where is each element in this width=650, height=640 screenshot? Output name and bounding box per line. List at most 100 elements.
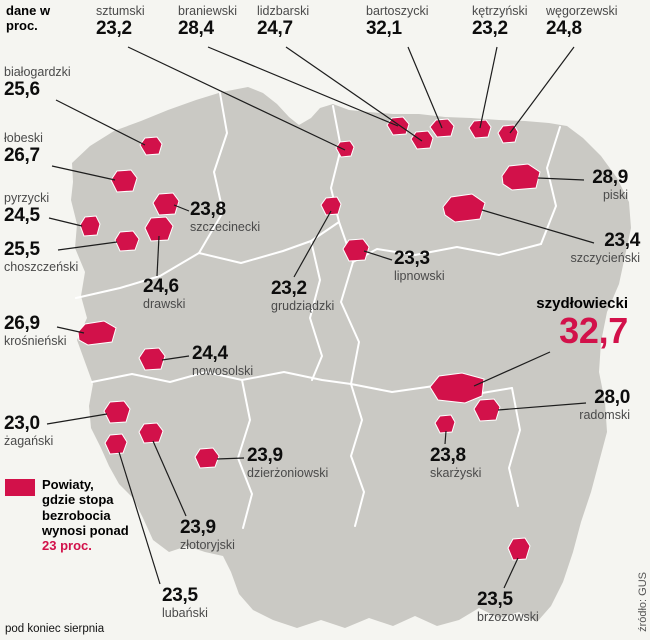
- patch-lidzbarski: [410, 130, 434, 150]
- county-label-wegorzewski: węgorzewski 24,8: [546, 4, 618, 39]
- callout-bartoszycki: [407, 46, 443, 129]
- county-value: 23,3: [394, 248, 430, 269]
- county-value: 23,9: [180, 517, 216, 538]
- patch-lobeski: [110, 169, 138, 193]
- county-name: szydłowiecki: [536, 295, 628, 312]
- callout-lidzbarski: [285, 46, 423, 142]
- county-name: szczycieński: [570, 250, 640, 265]
- county-value: 23,5: [162, 585, 198, 606]
- county-label-bartoszycki: bartoszycki 32,1: [366, 4, 429, 39]
- county-value: 24,5: [4, 204, 40, 226]
- patch-lubanski: [104, 433, 128, 455]
- county-name: pyrzycki: [4, 191, 50, 205]
- county-name: lipnowski: [394, 268, 445, 283]
- county-label-dzierzoniowski: 23,9 dzierżoniowski: [247, 445, 329, 480]
- county-label-brzozowski: 23,5 brzozowski: [477, 589, 539, 624]
- county-name: grudziądzki: [271, 298, 335, 313]
- county-label-drawski: 24,6 drawski: [143, 276, 186, 311]
- county-name: skarżyski: [430, 465, 482, 480]
- county-label-piski: 28,9 piski: [592, 167, 628, 202]
- patch-sztumski: [335, 140, 355, 158]
- county-name: choszczeński: [4, 259, 79, 274]
- patch-zlotoryjski: [138, 422, 164, 444]
- county-name: drawski: [143, 296, 186, 311]
- county-label-skarzyski: 23,8 skarżyski: [430, 445, 482, 480]
- county-value: 23,0: [4, 413, 40, 434]
- callout-brzozowski: [503, 557, 519, 589]
- county-value: 28,9: [592, 167, 628, 188]
- county-name: braniewski: [178, 4, 238, 18]
- county-label-braniewski: braniewski 28,4: [178, 4, 238, 39]
- county-label-szczycienski: 23,4 szczycieński: [570, 230, 641, 265]
- county-label-lidzbarski: lidzbarski 24,7: [257, 4, 310, 39]
- county-value: 23,2: [271, 278, 307, 299]
- county-name: złotoryjski: [180, 537, 235, 552]
- county-name: szczecinecki: [190, 219, 261, 234]
- patch-bialogardzki: [139, 136, 163, 156]
- legend-text-main: Powiaty, gdzie stopa bezrobocia wynosi p…: [42, 477, 129, 538]
- county-value: 32,1: [366, 17, 402, 39]
- patch-pyrzycki: [79, 215, 101, 237]
- county-label-sztumski: sztumski 23,2: [96, 4, 145, 39]
- callout-bialogardzki: [55, 99, 146, 146]
- county-name: sztumski: [96, 4, 145, 18]
- callout-lipnowski: [363, 250, 393, 261]
- callout-braniewski: [207, 46, 399, 127]
- county-name: żagański: [4, 433, 54, 448]
- county-value: 28,4: [178, 17, 214, 39]
- county-label-lipnowski: 23,3 lipnowski: [394, 248, 445, 283]
- county-value: 23,4: [604, 230, 640, 251]
- legend-text-highlight: 23 proc.: [42, 538, 92, 554]
- county-value: 24,8: [546, 17, 582, 39]
- patch-lipnowski: [342, 238, 370, 262]
- county-value: 23,2: [472, 17, 508, 39]
- county-value: 28,0: [594, 387, 630, 408]
- patch-zaganski: [103, 400, 131, 424]
- patch-krosnienski: [77, 320, 117, 346]
- county-label-zlotoryjski: 23,9 złotoryjski: [180, 517, 235, 552]
- poland-outline: [71, 87, 631, 628]
- patch-skarzyski: [434, 414, 456, 434]
- callout-drawski: [156, 235, 160, 277]
- callout-skarzyski: [444, 430, 447, 445]
- county-value: 25,6: [4, 78, 40, 100]
- county-value: 25,5: [4, 239, 40, 260]
- patch-dzierzoniowski: [194, 447, 220, 469]
- callout-dzierzoniowski: [216, 457, 245, 460]
- legend-red-swatch: [5, 479, 35, 496]
- county-name: lubański: [162, 605, 208, 620]
- callout-sztumski: [127, 46, 346, 151]
- county-name: dzierżoniowski: [247, 465, 329, 480]
- county-value: 32,7: [559, 310, 628, 352]
- legend-footnote: pod koniec sierpnia: [5, 623, 105, 635]
- county-label-zaganski: 23,0 żagański: [4, 413, 54, 448]
- county-name: kętrzyński: [472, 4, 528, 18]
- patch-szczycienski: [442, 193, 486, 223]
- callout-szydlowiecki: [473, 351, 551, 387]
- county-label-radomski: 28,0 radomski: [579, 387, 630, 422]
- county-label-bialogardzki: białogardzki 25,6: [4, 65, 71, 100]
- county-value: 24,6: [143, 276, 179, 297]
- county-name: łobeski: [4, 131, 43, 145]
- callout-zaganski: [46, 413, 108, 425]
- callout-choszczenski: [57, 241, 118, 251]
- county-label-ketrzynski: kętrzyński 23,2: [472, 4, 528, 39]
- county-label-szczecinecki: 23,8 szczecinecki: [190, 199, 261, 234]
- county-value: 23,5: [477, 589, 513, 610]
- county-label-krosnienski: 26,9 krośnieński: [4, 313, 67, 348]
- county-name: lidzbarski: [257, 4, 310, 18]
- county-value: 23,8: [430, 445, 466, 466]
- callout-grudziadzki: [293, 210, 332, 278]
- highlighted-county-patches: [77, 116, 541, 561]
- callout-zlotoryjski: [152, 440, 187, 517]
- county-name: piski: [602, 187, 628, 202]
- callout-lubanski: [118, 451, 161, 585]
- patch-szydlowiecki: [429, 372, 485, 404]
- patch-choszczenski: [114, 230, 140, 252]
- callout-ketrzynski: [479, 46, 498, 129]
- patch-drawski: [144, 216, 174, 242]
- county-label-grudziadzki: 23,2 grudziądzki: [271, 278, 335, 313]
- county-value: 26,9: [4, 313, 40, 334]
- callout-lobeski: [51, 165, 116, 181]
